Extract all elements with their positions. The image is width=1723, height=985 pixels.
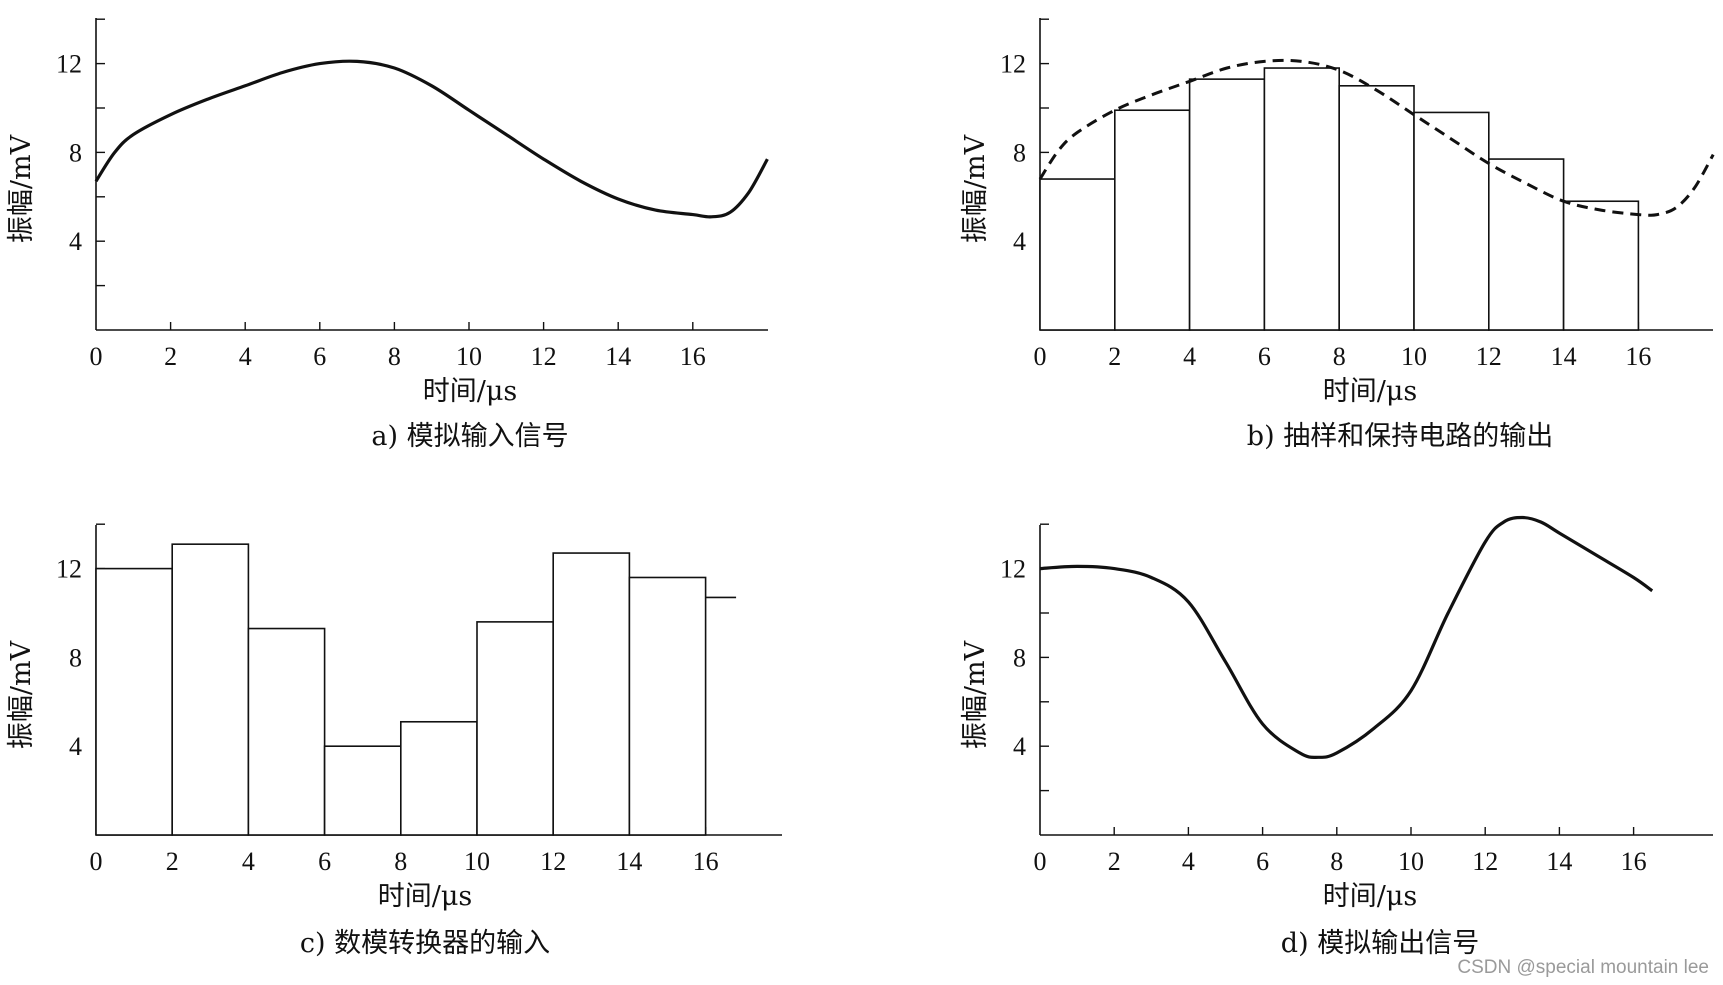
panel-b: 4 8 12 0 2 4 6 8 10 12 14 16 时间/μs 振幅/mV b) 抽样和保持电路的输出 [960, 18, 1715, 452]
bar [247, 627, 326, 836]
bar [628, 576, 707, 836]
x-tick-label: 0 [1034, 847, 1047, 876]
x-tick-label: 12 [1476, 342, 1502, 371]
x-tick-label: 16 [693, 847, 719, 876]
panel-caption: c) 数模转换器的输入 [300, 928, 550, 959]
y-axis-title: 振幅/mV [960, 640, 991, 749]
x-tick-label: 10 [456, 342, 482, 371]
x-tick-label: 4 [242, 847, 255, 876]
x-tick-label: 6 [1256, 847, 1269, 876]
bar [552, 552, 631, 836]
bar [1039, 178, 1116, 331]
bar [95, 567, 173, 836]
y-axis-title: 振幅/mV [960, 134, 991, 243]
bar [1114, 109, 1191, 331]
series-line [1039, 515, 1654, 759]
x-tick-label: 12 [531, 342, 557, 371]
x-tick-label: 2 [1108, 847, 1121, 876]
panel-c: 4 8 12 0 2 4 6 8 10 12 14 16 时间/μs 振幅/mV c) 数模转换器的输入 [6, 523, 782, 959]
bar [399, 720, 478, 836]
x-tick-label: 10 [1398, 847, 1424, 876]
panel-caption: b) 抽样和保持电路的输出 [1247, 421, 1553, 452]
x-tick-label: 14 [1551, 342, 1577, 371]
x-tick-label: 10 [464, 847, 490, 876]
x-axis-title: 时间/μs [1323, 881, 1418, 912]
y-tick-label: 8 [1013, 138, 1026, 167]
x-tick-label: 0 [90, 342, 103, 371]
x-tick-label: 4 [239, 342, 252, 371]
bar [1562, 200, 1640, 331]
bar [476, 621, 554, 836]
y-tick-label: 8 [69, 643, 82, 672]
bar [1413, 111, 1490, 331]
x-tick-label: 16 [1621, 847, 1647, 876]
bar [1488, 158, 1565, 331]
y-tick-label: 4 [1013, 732, 1026, 761]
y-axis-title: 振幅/mV [6, 134, 37, 243]
x-tick-label: 14 [605, 342, 631, 371]
x-tick-label: 8 [388, 342, 401, 371]
y-tick-label: 4 [1013, 227, 1026, 256]
x-tick-label: 4 [1182, 847, 1195, 876]
y-tick-label: 12 [1000, 50, 1026, 79]
y-tick-label: 12 [1000, 555, 1026, 584]
x-tick-label: 0 [1034, 342, 1047, 371]
y-tick-label: 12 [56, 50, 82, 79]
x-tick-label: 12 [1472, 847, 1498, 876]
x-tick-label: 0 [90, 847, 103, 876]
x-tick-label: 12 [540, 847, 566, 876]
x-tick-label: 4 [1183, 342, 1196, 371]
panel-caption: a) 模拟输入信号 [371, 421, 568, 452]
x-axis-title: 时间/μs [1323, 376, 1418, 407]
x-tick-label: 2 [1108, 342, 1121, 371]
y-tick-label: 8 [69, 138, 82, 167]
x-tick-label: 8 [1333, 342, 1346, 371]
x-tick-label: 16 [1625, 342, 1651, 371]
y-tick-label: 8 [1013, 643, 1026, 672]
bar [1188, 78, 1266, 331]
panel-a: 4 8 12 0 2 4 6 8 10 12 14 16 时间/μs 振幅/mV a) 模拟输入信号 [6, 18, 769, 452]
x-tick-label: 16 [680, 342, 706, 371]
x-tick-label: 6 [318, 847, 331, 876]
x-tick-label: 6 [313, 342, 326, 371]
x-tick-label: 14 [616, 847, 642, 876]
dashed-series-line [1038, 58, 1715, 217]
y-tick-label: 12 [56, 555, 82, 584]
y-tick-label: 4 [69, 227, 82, 256]
bar [1263, 67, 1341, 331]
series-line [94, 59, 769, 219]
bar [323, 745, 402, 836]
x-tick-label: 14 [1546, 847, 1572, 876]
x-tick-label: 2 [164, 342, 177, 371]
x-tick-label: 6 [1258, 342, 1271, 371]
x-tick-label: 2 [166, 847, 179, 876]
x-axis-title: 时间/μs [423, 376, 518, 407]
x-tick-label: 8 [1330, 847, 1343, 876]
bar [171, 543, 250, 836]
y-axis-title: 振幅/mV [6, 640, 37, 749]
watermark: CSDN @special mountain lee [1457, 957, 1709, 978]
y-tick-label: 4 [69, 732, 82, 761]
x-tick-label: 10 [1401, 342, 1427, 371]
bar [1338, 85, 1415, 331]
panel-caption: d) 模拟输出信号 [1281, 928, 1479, 959]
panel-d: 4 8 12 0 2 4 6 8 10 12 14 16 时间/μs 振幅/mV d) 模拟输出信号 [960, 515, 1713, 959]
x-axis-title: 时间/μs [378, 881, 473, 912]
x-tick-label: 8 [394, 847, 407, 876]
